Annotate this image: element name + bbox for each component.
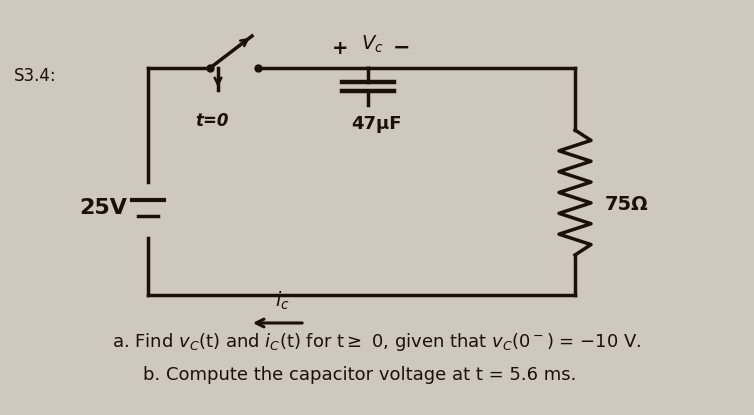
Text: b. Compute the capacitor voltage at t = 5.6 ms.: b. Compute the capacitor voltage at t = … <box>143 366 577 384</box>
Text: 75Ω: 75Ω <box>605 195 648 214</box>
Text: 25V: 25V <box>79 198 127 218</box>
Text: $V_c$: $V_c$ <box>360 33 383 55</box>
Text: 47μF: 47μF <box>351 115 401 133</box>
Text: t=0: t=0 <box>195 112 228 130</box>
Text: a. Find $v_C$(t) and $i_C$(t) for t$\geq$ 0, given that $v_C$(0$^-$) = $-$10 V.: a. Find $v_C$(t) and $i_C$(t) for t$\geq… <box>112 331 642 353</box>
Text: +: + <box>332 39 348 58</box>
Text: S3.4:: S3.4: <box>14 67 57 85</box>
Text: $i_c$: $i_c$ <box>274 290 290 312</box>
Text: −: − <box>394 38 411 58</box>
